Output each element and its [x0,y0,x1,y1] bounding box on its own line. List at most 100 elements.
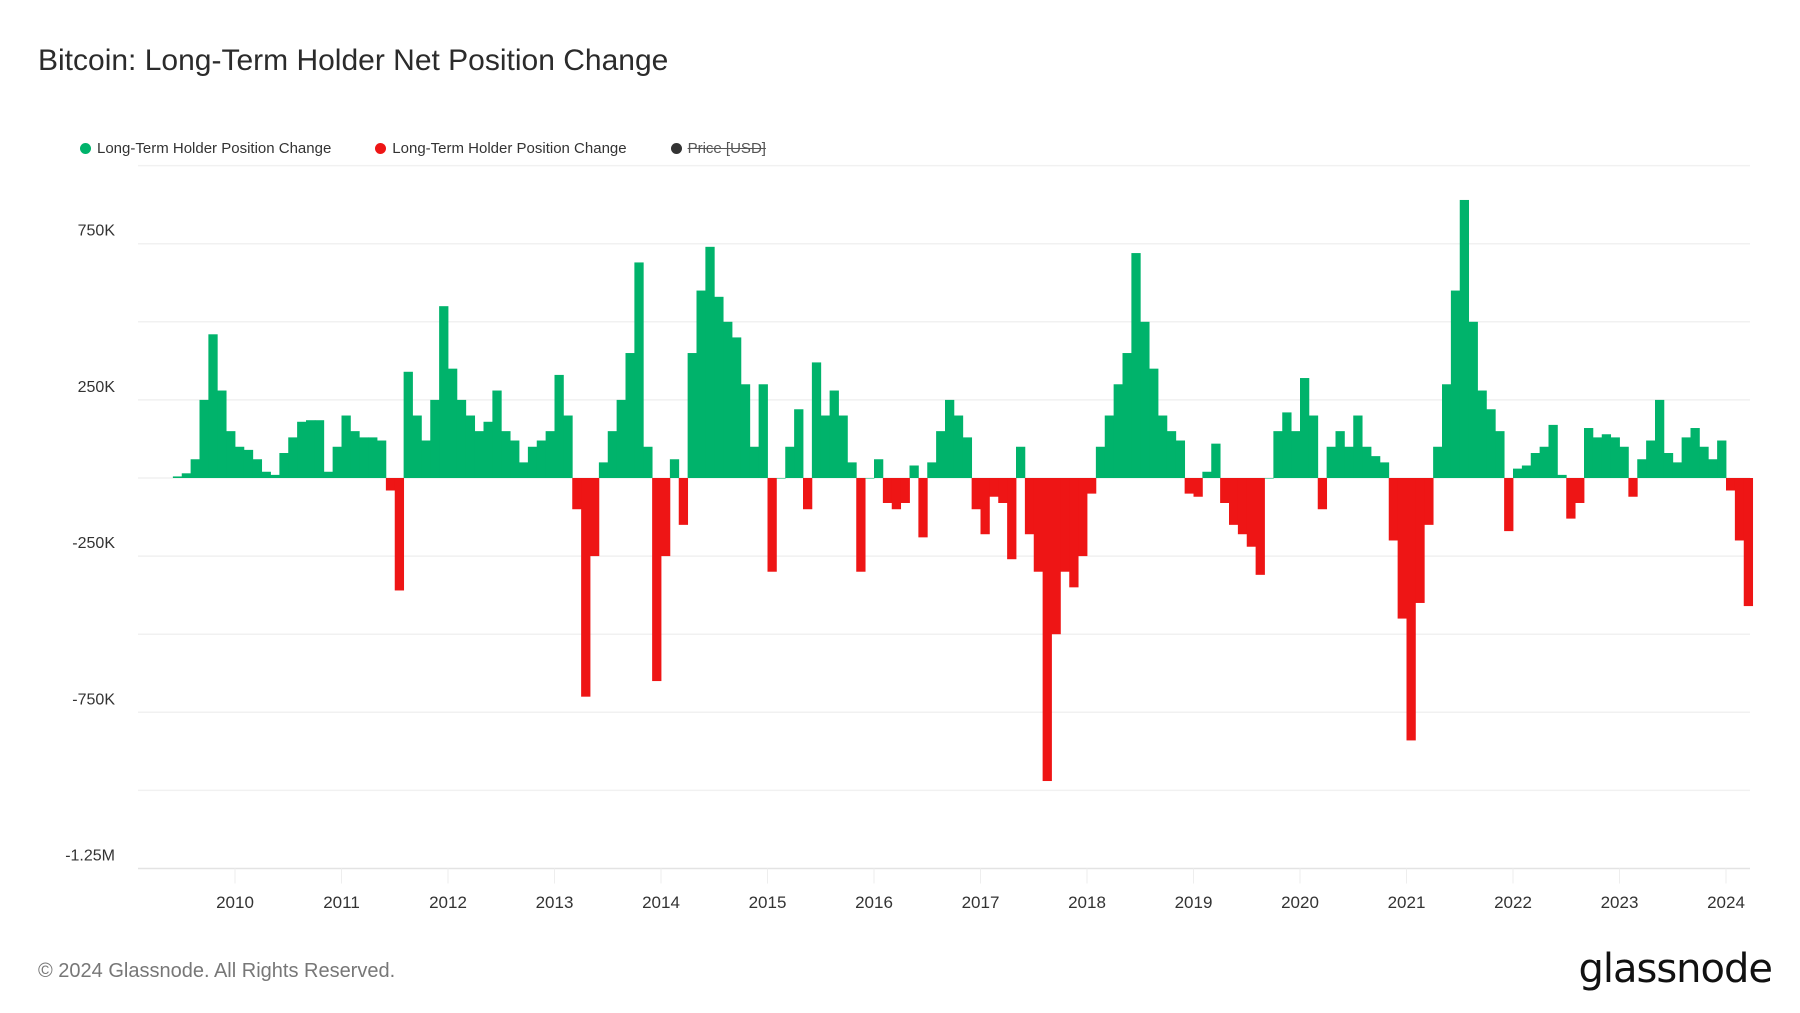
positive-bar [377,440,387,478]
y-tick-label: 750K [78,223,116,240]
y-tick-label: 250K [78,379,116,396]
positive-bar [776,478,786,479]
negative-bar [998,478,1008,503]
negative-bar [891,478,902,510]
positive-bar [945,399,955,478]
positive-bar [1211,443,1221,478]
positive-bar [1291,431,1301,478]
positive-bar [696,290,706,478]
positive-bar [1557,474,1567,478]
dark-dot-icon [670,143,682,154]
positive-bar [1637,459,1647,478]
positive-bar [616,399,626,478]
positive-bar [927,462,937,478]
negative-bar [1229,478,1239,525]
positive-bar [838,415,848,478]
positive-bar [1681,437,1691,478]
positive-bar [368,437,378,478]
negative-bar [394,478,405,591]
positive-bar [1601,434,1612,478]
negative-bar [1246,478,1257,547]
negative-bar [1193,478,1203,497]
positive-bar [732,337,742,478]
positive-bar [1202,471,1212,478]
positive-bar [323,471,334,478]
legend-item-positive[interactable]: Long-Term Holder Position Change [80,140,331,157]
positive-bar [172,476,183,478]
positive-bar [874,459,884,478]
positive-bar [1308,415,1319,478]
negative-bar [1087,478,1097,494]
legend-label: Long-Term Holder Position Change [392,140,627,157]
positive-bar [270,474,280,478]
legend-item-negative[interactable]: Long-Term Holder Position Change [375,140,627,157]
positive-bar [785,446,795,478]
positive-bar [1104,415,1115,478]
positive-bar [1016,446,1026,478]
negative-bar [803,478,813,510]
positive-bar [1175,440,1186,478]
x-tick-label: 2021 [1388,893,1426,912]
red-dot-icon [375,143,387,154]
x-tick-label: 2017 [962,893,1000,912]
positive-bar [510,440,520,478]
positive-bar [190,459,200,478]
positive-bar [492,390,502,478]
positive-bar [314,420,325,478]
positive-bar [350,431,360,478]
positive-bar [607,431,618,478]
positive-bar [1699,446,1709,478]
negative-bar [581,478,591,697]
positive-bar [714,296,724,478]
positive-bar [1335,431,1345,478]
copyright-text: © 2024 Glassnode. All Rights Reserved. [38,960,396,982]
positive-bar [820,415,831,478]
positive-bar [1282,412,1292,478]
positive-bar [1690,428,1700,478]
negative-bar [385,478,396,491]
legend: Long-Term Holder Position Change Long-Te… [80,140,810,157]
positive-bar [288,437,298,478]
negative-bar [1042,478,1052,782]
positive-bar [669,459,680,478]
x-tick-label: 2020 [1281,893,1319,912]
positive-bar [474,431,484,478]
positive-bar [403,371,413,478]
negative-bar [918,478,928,538]
positive-bar [1264,478,1274,479]
positive-bar [865,478,875,479]
negative-bar [1743,478,1754,607]
negative-bar [1024,478,1035,535]
x-tick-label: 2018 [1068,893,1106,912]
negative-bar [1220,478,1230,503]
negative-bar [1255,478,1265,575]
positive-bar [1584,428,1594,478]
positive-bar [598,462,609,478]
positive-bar [448,368,458,478]
positive-bar [1362,446,1372,478]
negative-bar [1237,478,1248,535]
x-tick-label: 2010 [216,893,254,912]
positive-bar [1158,415,1168,478]
positive-bar [1513,468,1523,478]
y-tick-label: -1.25M [65,848,115,865]
negative-bar [1007,478,1017,560]
negative-bar [1504,478,1514,532]
x-tick-label: 2012 [429,893,467,912]
positive-bar [1433,446,1443,478]
negative-bar [1726,478,1736,491]
positive-bar [1646,440,1656,478]
positive-bar [705,246,715,478]
positive-bar [226,431,236,478]
positive-bar [909,465,919,478]
negative-bar [1317,478,1328,510]
positive-bar [439,306,449,478]
negative-bar [590,478,600,557]
positive-bar [199,399,209,478]
positive-bar [341,415,351,478]
positive-bar [1371,456,1381,478]
positive-bar [1450,290,1461,478]
legend-item-price[interactable]: Price [USD] [670,140,766,157]
positive-bar [483,421,493,478]
